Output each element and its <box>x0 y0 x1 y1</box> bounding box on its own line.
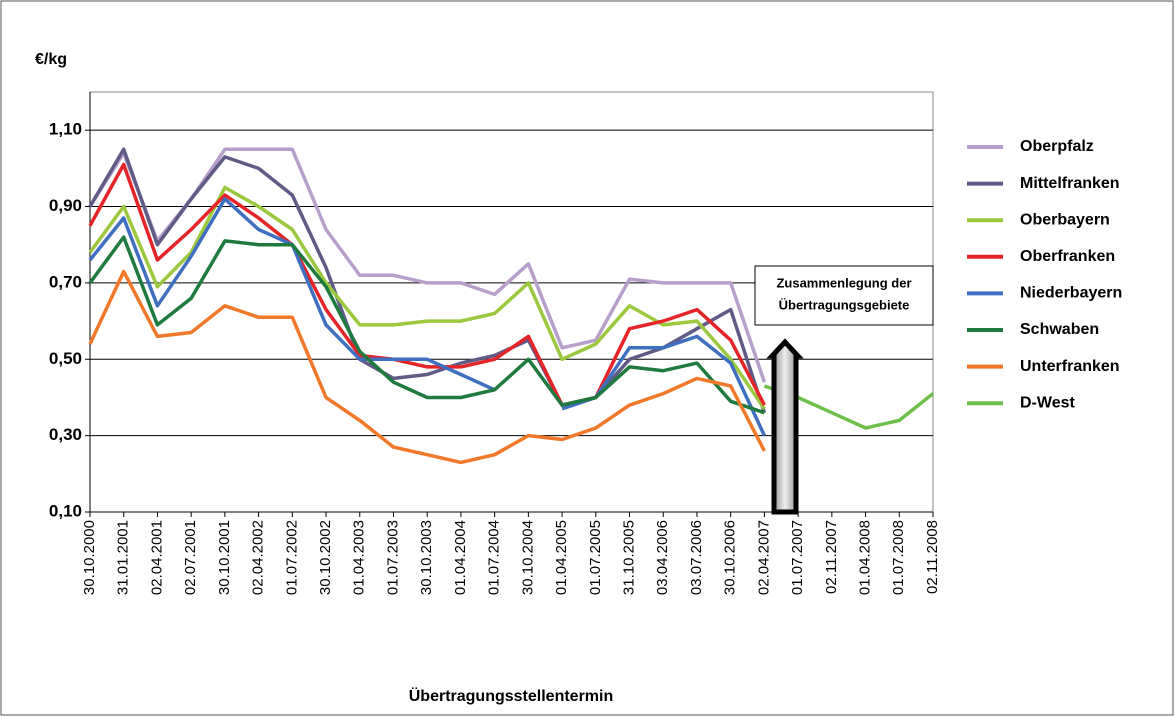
y-tick-label: 0,70 <box>49 272 82 291</box>
x-tick-label: 03.04.2006 <box>654 520 671 595</box>
series-line <box>88 147 767 414</box>
x-axis-label: Übertragungsstellentermin <box>409 686 613 705</box>
y-tick-label: 0,30 <box>49 425 82 444</box>
y-tick-label: 1,10 <box>49 120 82 139</box>
x-tick-label: 01.04.2005 <box>553 520 570 595</box>
x-tick-label: 31.01.2001 <box>115 520 132 595</box>
x-tick-label: 30.10.2002 <box>317 520 334 595</box>
x-tick-label: 01.07.2002 <box>283 520 300 595</box>
x-tick-label: 31.10.2005 <box>620 520 637 595</box>
x-tick-label: 01.07.2008 <box>890 520 907 595</box>
annotation: Übertragungsgebiete <box>779 297 910 312</box>
x-tick-label: 30.10.2004 <box>519 520 536 595</box>
series-line <box>88 162 766 407</box>
y-tick-label: 0,50 <box>49 349 82 368</box>
x-tick-label: 01.04.2003 <box>351 520 368 595</box>
x-tick-label: 01.07.2005 <box>587 520 604 595</box>
legend-label: Oberbayern <box>1020 211 1110 228</box>
legend-label: Oberfranken <box>1020 248 1115 265</box>
series-line <box>88 185 766 410</box>
x-tick-label: 02.04.2007 <box>755 520 772 595</box>
annotation: Zusammenlegung der <box>776 275 911 290</box>
x-tick-label: 30.10.2000 <box>81 520 98 595</box>
x-tick-label: 30.10.2003 <box>418 520 435 595</box>
x-tick-label: 01.04.2004 <box>452 520 469 595</box>
series-line <box>88 235 765 415</box>
x-tick-label: 30.10.2001 <box>216 520 233 595</box>
y-tick-label: 0,90 <box>49 196 82 215</box>
x-tick-label: 01.04.2008 <box>857 520 874 595</box>
series-line <box>88 269 766 465</box>
legend-label: Mittelfranken <box>1020 175 1120 192</box>
legend-label: D-West <box>1020 394 1075 411</box>
annotation-box <box>754 265 934 326</box>
x-tick-label: 02.04.2002 <box>250 520 267 595</box>
x-tick-label: 02.04.2001 <box>148 520 165 595</box>
x-tick-label: 01.07.2003 <box>384 520 401 595</box>
legend-label: Schwaben <box>1020 321 1099 338</box>
legend-label: Unterfranken <box>1020 358 1120 375</box>
legend-label: Oberpfalz <box>1020 138 1094 155</box>
arrow <box>766 338 804 515</box>
x-tick-label: 02.11.2008 <box>924 520 941 594</box>
y-axis-label: €/kg <box>35 51 67 68</box>
y-tick-label: 0,10 <box>49 501 82 520</box>
x-tick-label: 02.07.2001 <box>182 520 199 595</box>
x-tick-label: 03.07.2006 <box>688 520 705 595</box>
plot-area: 0,10 0,30 0,50 0,70 0,90 1,10 30.10.2000 31.01.… <box>49 91 941 595</box>
legend-label: Niederbayern <box>1020 285 1122 302</box>
x-tick-label: 30.10.2006 <box>722 520 739 595</box>
x-tick-label: 01.07.2007 <box>789 520 806 595</box>
x-tick-label: 02.11.2007 <box>823 520 840 594</box>
x-tick-label: 01.07.2004 <box>486 520 503 595</box>
